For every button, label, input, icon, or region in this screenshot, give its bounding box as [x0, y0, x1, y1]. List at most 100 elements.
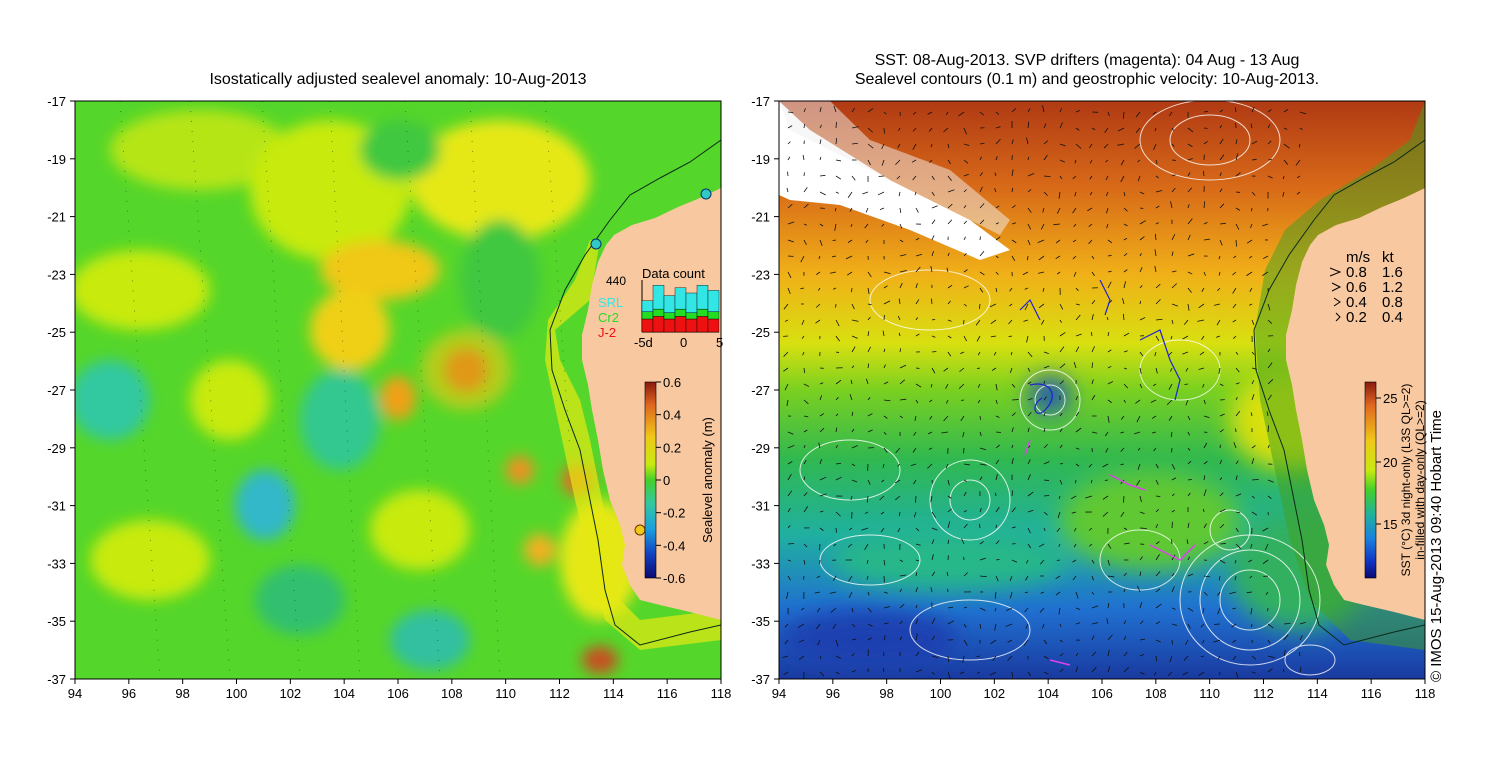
velocity-vector [787, 575, 791, 581]
velocity-vector [1171, 187, 1176, 193]
velocity-vector [787, 221, 795, 225]
velocity-vector [976, 671, 981, 674]
velocity-vector [867, 413, 873, 417]
right-map-xtick-label: 102 [983, 686, 1005, 701]
velocity-vector [1027, 381, 1032, 385]
velocity-legend-ms-header: m/s [1346, 249, 1370, 266]
velocity-vector [798, 655, 805, 660]
velocity-vector [867, 591, 870, 596]
velocity-vector [1072, 559, 1077, 563]
velocity-vector [1171, 607, 1176, 610]
velocity-vector [1024, 607, 1029, 613]
velocity-vector [1155, 588, 1161, 593]
velocity-vector [1235, 153, 1239, 161]
velocity-vector [819, 413, 825, 417]
velocity-vector [1153, 143, 1157, 150]
velocity-vector [1232, 303, 1237, 309]
velocity-vector [1011, 526, 1016, 529]
velocity-vector [1027, 398, 1033, 401]
velocity-vector [1027, 239, 1031, 246]
velocity-vector [1267, 394, 1272, 401]
velocity-vector [899, 270, 907, 273]
velocity-vector [1267, 444, 1270, 449]
velocity-vector [1171, 283, 1178, 289]
velocity-vector [1203, 140, 1208, 145]
velocity-vector [1043, 427, 1046, 433]
velocity-vector [1235, 207, 1241, 211]
sealevel-colorbar-tick-label: 0.4 [663, 408, 681, 423]
right-map-title-line2: Sealevel contours (0.1 m) and geostrophi… [854, 71, 1320, 88]
velocity-vector [899, 574, 907, 577]
velocity-vector [1059, 380, 1065, 385]
velocity-vector [963, 127, 967, 135]
velocity-vector [1134, 431, 1141, 435]
right-map-xtick-label: 104 [1037, 686, 1059, 701]
velocity-vector [784, 383, 789, 391]
velocity-vector [1123, 495, 1125, 503]
velocity-vector [975, 319, 981, 326]
velocity-vector [1217, 591, 1221, 596]
velocity-vector [1075, 110, 1081, 113]
left-map-xtick-label: 100 [226, 686, 248, 701]
velocity-vector [1072, 255, 1077, 260]
right-map-ytick-label: -25 [751, 325, 770, 340]
velocity-vector [1026, 137, 1029, 145]
data-count-legend-srl: SRL [598, 295, 623, 310]
velocity-vector [995, 111, 1000, 115]
velocity-vector [1265, 591, 1269, 596]
velocity-vector [803, 223, 807, 226]
velocity-arrow-icon [1329, 267, 1342, 277]
velocity-vector [1235, 351, 1239, 355]
velocity-vector [1235, 382, 1240, 385]
left-map-xtick-label: 98 [175, 686, 189, 701]
velocity-vector [1075, 622, 1081, 625]
velocity-vector [867, 346, 871, 353]
velocity-vector [1107, 649, 1110, 657]
velocity-vector [930, 266, 933, 273]
velocity-vector [835, 511, 841, 517]
velocity-vector [1202, 607, 1205, 614]
velocity-vector [1155, 509, 1159, 513]
velocity-vector [915, 618, 919, 625]
velocity-vector [882, 463, 885, 468]
velocity-vector [1091, 622, 1099, 625]
velocity-vector [1038, 303, 1045, 309]
velocity-vector [946, 571, 949, 577]
velocity-vector [1091, 666, 1097, 673]
velocity-vector [1187, 447, 1191, 451]
velocity-vector [829, 591, 837, 594]
velocity-vector [851, 107, 856, 113]
velocity-vector [1087, 207, 1093, 212]
velocity-vector [1043, 511, 1048, 516]
velocity-vector [931, 367, 936, 374]
data-count-bar-cr2 [641, 311, 654, 320]
velocity-vector [1169, 111, 1173, 117]
velocity-vector [849, 394, 853, 401]
velocity-vector [1203, 442, 1208, 449]
velocity-vector [1219, 459, 1223, 465]
velocity-vector [1250, 607, 1253, 615]
velocity-vector [947, 252, 950, 257]
velocity-vector [1105, 159, 1109, 163]
velocity-vector [1123, 383, 1129, 389]
velocity-vector [1037, 239, 1045, 243]
velocity-vector [1043, 412, 1046, 417]
velocity-vector [1011, 444, 1014, 449]
velocity-vector [960, 351, 965, 355]
velocity-vector [1010, 351, 1013, 356]
velocity-vector [1171, 586, 1175, 593]
velocity-vector [1234, 559, 1237, 564]
velocity-vector [1137, 175, 1141, 182]
velocity-vector [846, 271, 853, 276]
velocity-vector [1059, 363, 1066, 369]
velocity-vector [1058, 607, 1061, 615]
velocity-vector [833, 287, 837, 290]
velocity-vector [1219, 413, 1225, 417]
velocity-vector [899, 207, 902, 213]
velocity-vector [867, 159, 871, 166]
velocity-vector [815, 271, 821, 276]
velocity-vector [1075, 287, 1079, 292]
velocity-vector [851, 365, 855, 369]
right-map-ytick-label: -35 [751, 614, 770, 629]
velocity-vector [883, 635, 886, 641]
